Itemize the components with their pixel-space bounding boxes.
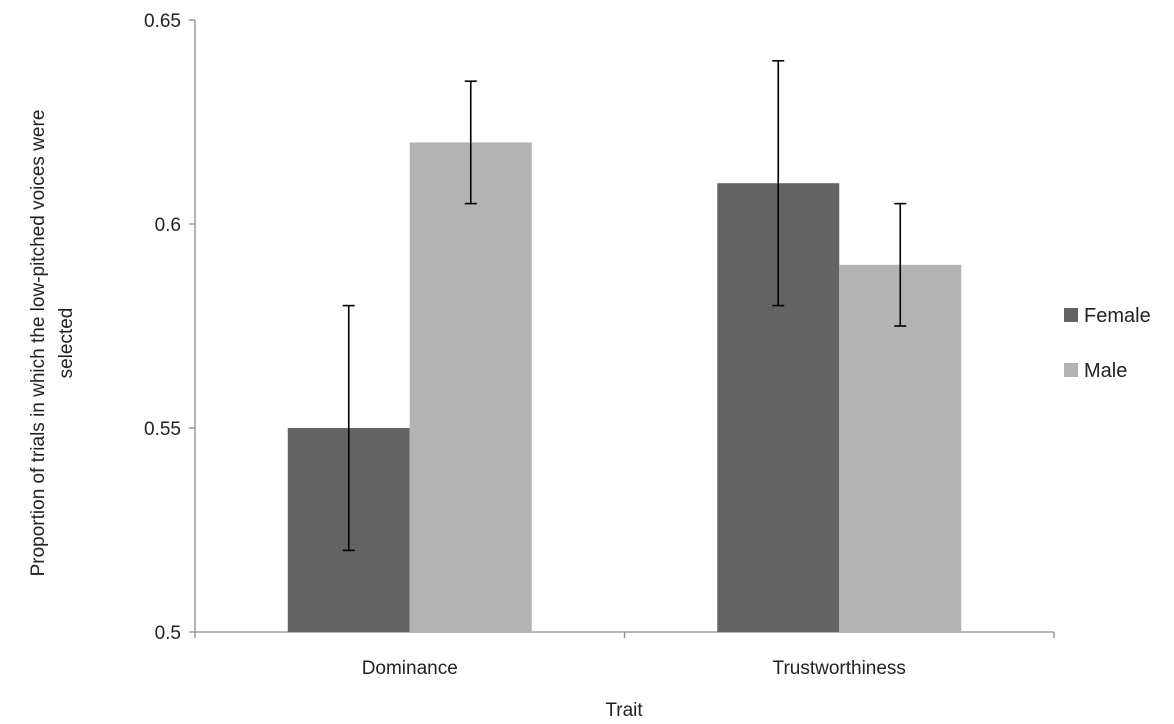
legend-swatch-female xyxy=(1064,308,1078,322)
plot-area: 0.5 0.55 0.6 0.65 Dominance Trustworthiness xyxy=(144,11,1055,679)
y-tick-label: 0.6 xyxy=(155,215,181,236)
legend-label-female: Female xyxy=(1084,305,1151,327)
y-tick-label: 0.5 xyxy=(155,623,181,644)
x-tick-label: Trustworthiness xyxy=(773,658,906,679)
y-axis-title-line-2: selected xyxy=(56,308,77,379)
x-tick-label: Dominance xyxy=(362,658,458,679)
x-axis-title: Trait xyxy=(605,700,643,721)
legend: Female Male xyxy=(1064,305,1151,382)
y-tick-label: 0.55 xyxy=(144,419,181,440)
legend-swatch-male xyxy=(1064,363,1078,377)
y-tick-label: 0.65 xyxy=(144,11,181,32)
y-axis-title-line-1: Proportion of trials in which the low-pi… xyxy=(28,110,49,577)
bar-male-dominance xyxy=(409,142,532,632)
legend-label-male: Male xyxy=(1084,360,1127,382)
